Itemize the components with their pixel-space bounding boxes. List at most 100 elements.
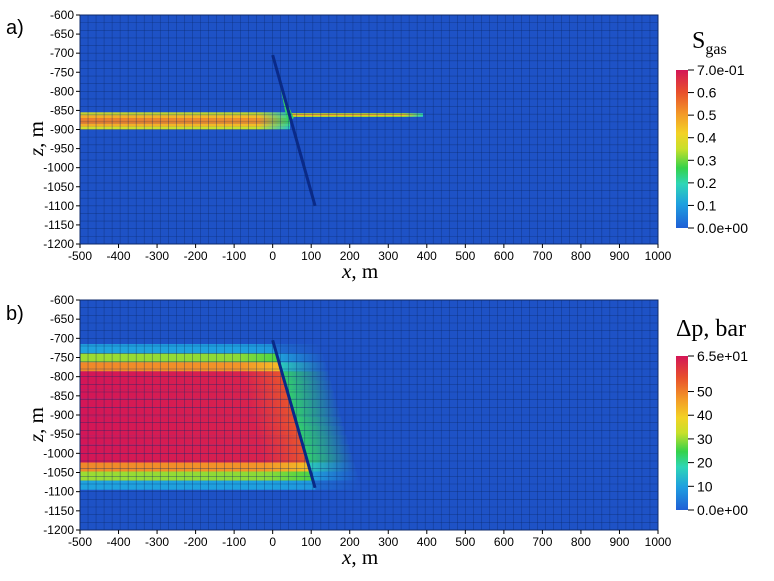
y-tick-label: -1200 xyxy=(43,237,74,251)
y-tick-label: -650 xyxy=(50,312,74,326)
colorbar-b-title: Δp, bar xyxy=(676,316,746,342)
pressure-band xyxy=(80,462,311,472)
y-tick-label: -1050 xyxy=(43,180,74,194)
plume-2-band xyxy=(291,113,423,115)
plume-2-band xyxy=(291,115,423,117)
y-tick-label: -1100 xyxy=(44,199,74,213)
pressure-band xyxy=(80,416,298,427)
pressure-band xyxy=(80,398,293,408)
pressure-band xyxy=(80,453,308,463)
colorbar-tick-label: 0.5 xyxy=(697,107,717,123)
y-tick-label: -1150 xyxy=(44,218,74,232)
x-tick-label: -300 xyxy=(145,535,169,549)
pressure-leak-band xyxy=(289,398,339,408)
plume-2-band xyxy=(291,114,423,116)
panel-b: b) -500 -400 -300 -200 -100 0 100 200 300 400 500 6… xyxy=(6,293,748,569)
x-tick-label: 200 xyxy=(340,535,360,549)
x-tick-label: 100 xyxy=(301,249,321,263)
pressure-leak-band xyxy=(278,362,328,372)
y-tick-label: -900 xyxy=(50,408,74,422)
y-tick-label: -750 xyxy=(50,351,74,365)
pressure-leak-band xyxy=(294,416,344,427)
y-tick-label: -800 xyxy=(50,370,74,384)
x-tick-label: 900 xyxy=(609,535,629,549)
plot-b-ticks: -500 -400 -300 -200 -100 0 100 200 300 400 500 600 7… xyxy=(43,293,671,549)
y-tick-label: -850 xyxy=(50,103,74,117)
x-tick-label: -200 xyxy=(184,535,208,549)
x-tick-label: 600 xyxy=(494,249,514,263)
colorbar-tick-label: 10 xyxy=(697,478,713,494)
colorbar-tick-label: 30 xyxy=(697,431,713,447)
x-tick-label: 300 xyxy=(378,535,398,549)
plume-1-band xyxy=(80,123,291,127)
plume-2-band xyxy=(291,114,423,116)
y-tick-label: -1000 xyxy=(43,161,74,175)
colorbar-tick-label: 40 xyxy=(697,407,713,423)
y-tick-label: -650 xyxy=(50,27,74,41)
colorbar-tick-label: 0.4 xyxy=(697,130,717,146)
x-tick-label: 500 xyxy=(455,249,475,263)
y-tick-label: -850 xyxy=(50,389,74,403)
x-tick-label: 700 xyxy=(532,535,552,549)
colorbar-tick-label: 0.6 xyxy=(697,85,717,101)
pressure-leak-band xyxy=(307,462,357,472)
x-tick-label: 600 xyxy=(494,535,514,549)
pressure-leak-band xyxy=(312,480,362,490)
plot-a-xlabel: x, m xyxy=(341,259,378,283)
x-tick-label: 0 xyxy=(269,535,276,549)
pressure-band xyxy=(80,353,279,363)
colorbar-tick-label: 7.0e-01 xyxy=(697,62,745,78)
colorbar-a-title: Sgas xyxy=(692,28,727,58)
panel-b-label: b) xyxy=(6,303,24,325)
pressure-leak-band xyxy=(284,380,334,390)
y-tick-label: -1000 xyxy=(43,446,74,460)
y-tick-label: -950 xyxy=(50,142,74,156)
pressure-band xyxy=(80,480,316,490)
colorbar-a-scale xyxy=(676,70,688,228)
plume-1-band xyxy=(80,120,291,124)
plot-a-mesh xyxy=(79,14,659,245)
fault-line xyxy=(271,54,317,207)
colorbar-tick-label: 50 xyxy=(697,384,713,400)
plot-a-ylabel: z, m xyxy=(24,121,48,157)
fault-line xyxy=(271,339,317,489)
x-tick-label: 400 xyxy=(417,535,437,549)
pressure-band xyxy=(80,389,290,399)
pressure-band xyxy=(80,435,303,445)
x-tick-label: -500 xyxy=(68,535,92,549)
panel-a: a) -500 -400 -300 -200 -100 0 100 200 300 400 500 6… xyxy=(6,8,748,283)
pressure-leak-band xyxy=(273,344,323,354)
plot-a-ticks: -500 -400 -300 -200 -100 0 100 200 300 400 500 600 7… xyxy=(43,8,671,263)
y-tick-label: -1050 xyxy=(43,466,74,480)
x-tick-label: 400 xyxy=(417,249,437,263)
x-tick-label: 1000 xyxy=(645,249,672,263)
x-tick-label: -400 xyxy=(107,535,131,549)
plume-2-band xyxy=(291,115,423,117)
pressure-band xyxy=(80,380,287,390)
colorbar-tick-label: 0.0e+00 xyxy=(697,220,748,236)
x-tick-label: -500 xyxy=(68,249,92,263)
colorbar-a: Sgas 7.0e-01 0.6 0.5 0.4 0.3 0.2 0.1 0.0e+00 xyxy=(676,28,748,236)
x-tick-label: 700 xyxy=(532,249,552,263)
y-tick-label: -950 xyxy=(50,427,74,441)
pressure-leak-band xyxy=(302,444,352,454)
x-tick-label: 800 xyxy=(571,249,591,263)
y-tick-label: -1100 xyxy=(44,485,74,499)
colorbar-tick-label: 20 xyxy=(697,455,713,471)
x-tick-label: 500 xyxy=(455,535,475,549)
y-tick-label: -700 xyxy=(50,46,74,60)
x-tick-label: -100 xyxy=(222,535,246,549)
colorbar-tick-label: 6.5e+01 xyxy=(697,348,748,364)
y-tick-label: -600 xyxy=(50,293,74,307)
colorbar-tick-label: 0.1 xyxy=(697,197,717,213)
panel-a-label: a) xyxy=(6,17,24,39)
x-tick-label: -300 xyxy=(145,249,169,263)
colorbar-a-ticks: 7.0e-01 0.6 0.5 0.4 0.3 0.2 0.1 0.0e+00 xyxy=(688,62,748,236)
colorbar-b: Δp, bar 6.5e+01 50 40 30 20 10 0.0e+00 xyxy=(676,316,748,518)
x-tick-label: 900 xyxy=(609,249,629,263)
pressure-leak-band xyxy=(281,371,331,381)
x-tick-label: 300 xyxy=(378,249,398,263)
plume-1-band xyxy=(80,118,291,121)
